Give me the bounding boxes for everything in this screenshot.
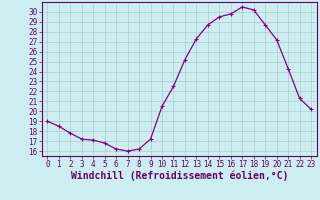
X-axis label: Windchill (Refroidissement éolien,°C): Windchill (Refroidissement éolien,°C)	[70, 171, 288, 181]
